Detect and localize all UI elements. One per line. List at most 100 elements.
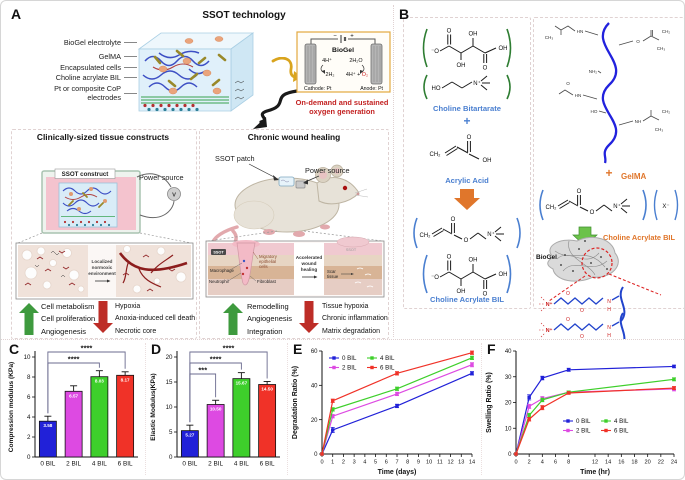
tissue-inset: Localized normoxic environment [15, 242, 194, 300]
svg-text:8: 8 [567, 460, 570, 466]
cube-layer-labels: BioGel electrolyte GelMA Encapsulated ce… [9, 38, 137, 102]
svg-text:N⁺: N⁺ [546, 327, 553, 334]
bar-2 BIL [206, 404, 225, 458]
red-dashed-circle [581, 247, 613, 279]
electrolysis-inset: − + BioGel 4H⁺ 2H₂ 2H₂O 4H⁺ + O₂ Cathode… [296, 31, 391, 93]
svg-text:healing: healing [301, 267, 318, 272]
svg-text:****: **** [210, 355, 222, 364]
bar-chart-D: 0 5 10 15 20 Elastic Modulus(KPa) 5.27 0 BIL 10.… [150, 345, 280, 468]
bitartrate-counterion-structure: ⁻O O OH OH O OH [422, 255, 512, 298]
svg-text:6: 6 [385, 460, 388, 466]
wound-healing-illustration: SSOT patch Power source SSOT Macrophage … [205, 154, 385, 335]
bar-chart-C: 0 2 4 6 8 10 Compression modulus (KPa) 3.58 0 BI… [8, 345, 138, 468]
svg-text:CH₂: CH₂ [662, 29, 671, 34]
svg-text:14: 14 [469, 460, 475, 466]
electrode-plate [141, 96, 229, 104]
mouse-illustration [211, 164, 369, 250]
patch-pointer [248, 163, 277, 179]
orange-arrow-icon [454, 189, 480, 210]
wound-reduced-list: Tissue hypoxia Chronic inflammation Matr… [322, 303, 388, 335]
down-arrow-icon [299, 301, 319, 333]
significance-bracket [47, 351, 126, 414]
svg-text:OH: OH [499, 46, 508, 52]
cathode-electrode [304, 43, 317, 85]
cathode-reactant: 4H⁺ [322, 58, 332, 64]
svg-text:O: O [566, 81, 570, 86]
anode-reactant: 2H₂O [349, 58, 362, 64]
svg-text:20: 20 [311, 418, 318, 424]
anion-bracket [653, 189, 658, 221]
panel-a-title: SSOT technology [202, 10, 286, 21]
bil-rods [153, 49, 227, 88]
tissue-construct-illustration: SSOT construct Power source V [15, 168, 194, 335]
svg-text:O: O [580, 334, 584, 339]
ssot-construct-label: SSOT construct [62, 171, 109, 178]
svg-text:HN: HN [575, 93, 582, 98]
svg-text:Neutrophil: Neutrophil [209, 279, 229, 284]
svg-text:CH₂: CH₂ [662, 109, 671, 114]
svg-text:0: 0 [508, 452, 512, 458]
svg-text:O: O [451, 217, 456, 223]
svg-text:****: **** [223, 345, 235, 353]
svg-text:Compression modulus (KPa): Compression modulus (KPa) [8, 362, 15, 453]
cop-dots [147, 107, 199, 112]
svg-text:0: 0 [314, 452, 318, 458]
svg-text:6: 6 [554, 460, 557, 466]
gelma-backbone [601, 22, 618, 164]
svg-text:15.67: 15.67 [236, 381, 248, 386]
svg-text:wound: wound [300, 261, 316, 266]
svg-text:2 BIL: 2 BIL [576, 428, 591, 435]
svg-text:N: N [607, 299, 611, 305]
ssot-cube-illustration [137, 32, 255, 112]
svg-text:OH: OH [457, 63, 466, 69]
svg-text:10: 10 [505, 426, 512, 432]
svg-text:HN: HN [577, 29, 584, 34]
legend: 0 BIL 2 BIL 4 BIL 6 BIL [563, 418, 629, 435]
plus-sign: + [605, 166, 612, 180]
crosslink-structure-row: N⁺ O O N H [539, 312, 626, 339]
svg-text:O: O [636, 39, 640, 44]
gelma-side-labels: HN CH₃ O CH₂ CH₃ NH₂ HN O HO NH CH₂ CH₃ [545, 29, 671, 132]
svg-text:8.03: 8.03 [95, 379, 104, 384]
svg-text:SSOT: SSOT [213, 251, 224, 255]
svg-text:0: 0 [27, 454, 31, 461]
svg-text:2 BIL: 2 BIL [66, 461, 81, 468]
biogel-label: BioGel [332, 47, 354, 54]
chart-elastic-modulus: 0 5 10 15 20 Elastic Modulus(KPa) 5.27 0 BIL 10.… [150, 345, 280, 468]
tissue-reduced-list: Hypoxia Anoxia-induced cell death Necrot… [115, 303, 196, 335]
svg-text:20: 20 [166, 354, 173, 361]
svg-text:O: O [467, 135, 472, 141]
plus-terminal: + [350, 34, 354, 40]
biogel-label: BioGel [536, 254, 557, 261]
gelma-label: GelMA [621, 172, 647, 181]
svg-text:CH₂: CH₂ [420, 233, 432, 239]
svg-text:3: 3 [353, 460, 356, 466]
ssot-patch-label: SSOT patch [215, 154, 255, 163]
svg-text:0 BIL: 0 BIL [182, 461, 197, 468]
series-6 BIL [321, 352, 473, 455]
bar-2 BIL [64, 390, 83, 458]
svg-text:HO: HO [591, 109, 598, 114]
svg-text:0 BIL: 0 BIL [342, 355, 357, 362]
layer-label: Encapsulated cells [9, 63, 137, 72]
wound-benefits-list: Remodelling Angiogenesis Integration [247, 302, 293, 336]
svg-text:6 BIL: 6 BIL [118, 461, 133, 468]
svg-text:OH: OH [469, 32, 478, 38]
svg-text:6: 6 [27, 394, 31, 401]
svg-text:10: 10 [24, 354, 31, 361]
biogel-formation-scheme: HN CH₃ O CH₂ CH₃ NH₂ HN O HO NH CH₂ CH₃ … [536, 22, 679, 339]
pointer-line [124, 42, 137, 43]
svg-text:N: N [607, 325, 611, 331]
significance-bracket [189, 351, 268, 423]
svg-text:60: 60 [311, 349, 318, 355]
svg-text:5: 5 [374, 460, 377, 466]
crosslink-structure-row: N⁺ O O N H [539, 286, 626, 322]
pointer-line [124, 56, 137, 57]
svg-text:4 BIL: 4 BIL [614, 418, 629, 425]
svg-text:O: O [464, 238, 469, 244]
svg-text:Time (hr): Time (hr) [580, 469, 610, 476]
svg-text:Accelerated: Accelerated [296, 255, 323, 260]
svg-text:10: 10 [426, 460, 432, 466]
